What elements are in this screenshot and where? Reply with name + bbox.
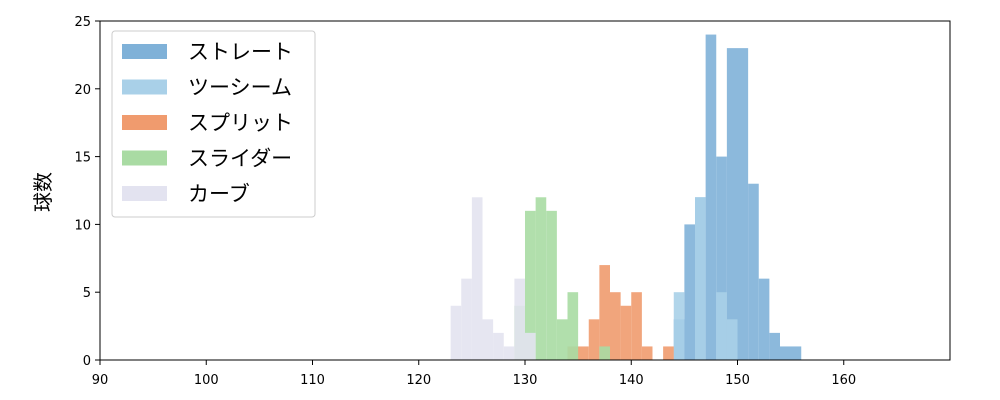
bar-1-5 <box>716 156 727 360</box>
bar-1-2 <box>684 224 695 360</box>
legend-label: スライダー <box>188 147 292 171</box>
bar-1-7 <box>737 48 749 361</box>
bar-4-4 <box>546 210 557 360</box>
bar-3-7 <box>641 346 653 360</box>
x-tick-label: 90 <box>92 373 109 388</box>
bar-5-8 <box>525 332 536 360</box>
x-tick-label: 130 <box>513 373 538 388</box>
x-axis: 90 100 110 120 130 140 150 160 <box>92 360 856 388</box>
bar-3-8 <box>663 346 674 360</box>
legend-label: ストレート <box>188 40 293 64</box>
legend-swatch <box>122 79 167 95</box>
bar-4-2 <box>525 210 536 360</box>
bar-3-2 <box>588 319 600 360</box>
x-tick-label: 110 <box>300 373 325 388</box>
y-tick-label: 0 <box>83 354 91 369</box>
x-tick-label: 100 <box>194 373 219 388</box>
legend-label: ツーシーム <box>188 76 292 100</box>
bar-4-7 <box>599 346 610 360</box>
bar-5-2 <box>461 278 472 360</box>
bar-5-1 <box>450 305 462 360</box>
bar-2-4 <box>726 319 738 360</box>
x-tick-label: 150 <box>725 373 750 388</box>
histogram-bars <box>450 34 802 361</box>
bar-1-10 <box>769 332 780 360</box>
bar-1-9 <box>758 278 770 360</box>
bar-2-2 <box>695 197 706 360</box>
legend-swatch <box>122 150 167 166</box>
y-tick-label: 10 <box>74 218 91 233</box>
y-tick-label: 5 <box>83 286 91 301</box>
bar-3-3 <box>599 265 610 360</box>
y-axis: 0 5 10 15 20 25 <box>74 15 100 369</box>
y-tick-label: 20 <box>74 83 91 98</box>
bar-4-5 <box>556 319 568 360</box>
legend-label: カーブ <box>188 182 250 206</box>
bar-5-7 <box>514 278 525 360</box>
bar-5-5 <box>493 332 504 360</box>
bar-5-3 <box>471 197 483 360</box>
y-axis-title: 球数 <box>31 172 55 212</box>
bar-4-6 <box>567 292 579 360</box>
bar-1-4 <box>705 34 717 361</box>
bar-3-5 <box>620 305 632 360</box>
legend-swatch <box>122 115 167 130</box>
bar-3-6 <box>631 292 642 360</box>
bar-2-3 <box>716 292 727 360</box>
bar-3-4 <box>610 292 621 360</box>
legend-box <box>111 30 316 218</box>
bar-2-1 <box>673 292 685 360</box>
legend-label: スプリット <box>188 111 293 135</box>
bar-4-3 <box>535 197 547 360</box>
legend-swatch <box>122 186 167 201</box>
bar-5-6 <box>503 346 515 360</box>
bar-1-6 <box>726 48 738 361</box>
legend-swatch <box>122 44 167 59</box>
y-tick-label: 25 <box>74 15 91 30</box>
y-tick-label: 15 <box>74 151 91 166</box>
bar-5-4 <box>482 319 494 360</box>
bar-1-8 <box>748 183 759 360</box>
x-tick-label: 120 <box>406 373 431 388</box>
x-tick-label: 160 <box>831 373 856 388</box>
x-tick-label: 140 <box>619 373 644 388</box>
bar-1-11 <box>780 346 802 360</box>
